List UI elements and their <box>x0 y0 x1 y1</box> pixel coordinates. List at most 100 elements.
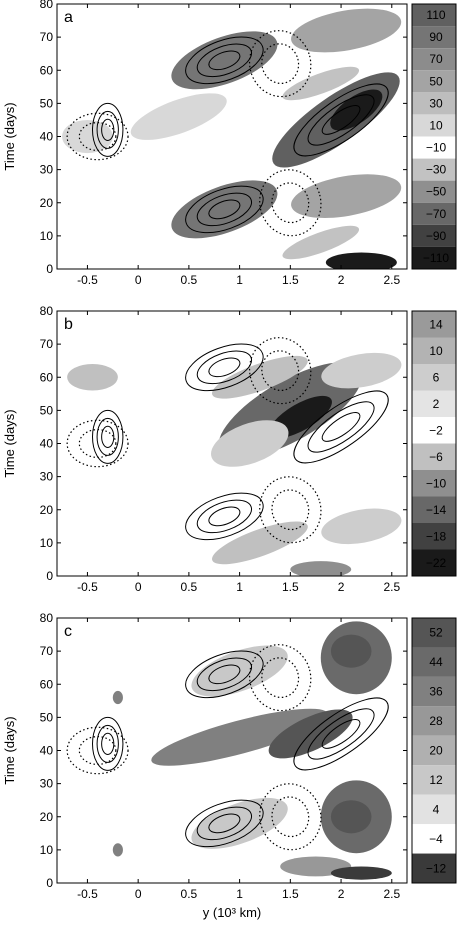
solid-contour-0-0 <box>185 343 264 392</box>
colorbar-swatch <box>412 246 456 269</box>
x-tick-label: 0 <box>135 273 142 287</box>
solid-contour-2-1 <box>307 94 375 146</box>
colorbar-swatch <box>412 364 456 391</box>
x-tick-label: 0 <box>135 580 142 594</box>
shaded-region-5 <box>330 89 383 131</box>
colorbar-frame <box>411 617 457 884</box>
shaded-region-3 <box>291 174 402 218</box>
colorbar-swatch <box>412 794 456 825</box>
solid-contour-2-0 <box>293 83 389 157</box>
plot-content <box>66 621 392 880</box>
solid-contour-0-0 <box>185 650 264 699</box>
shaded-region-9 <box>290 561 352 576</box>
colorbar-swatch <box>412 4 456 27</box>
solid-contour-2-1 <box>307 708 375 760</box>
colorbar-label: 10 <box>429 344 443 358</box>
solid-contour-2-0 <box>293 390 389 464</box>
x-tick-label: 0.5 <box>181 273 198 287</box>
colorbar-swatch <box>412 647 456 677</box>
shaded-region-10 <box>112 690 123 705</box>
dotted-contour-1-1 <box>261 657 300 698</box>
x-tick-label: 1.5 <box>282 887 299 901</box>
y-tick-label: 80 <box>40 0 54 11</box>
x-tick-label: -0.5 <box>77 580 98 594</box>
solid-contour-2-2 <box>321 719 361 749</box>
x-tick-label: 1.5 <box>282 273 299 287</box>
y-tick-label: 80 <box>40 611 54 625</box>
y-axis-label: Time (days) <box>2 409 17 477</box>
shaded-region-8 <box>282 225 360 260</box>
dotted-contour-2-1 <box>271 182 310 224</box>
shaded-region-7 <box>282 66 360 101</box>
dotted-contour-2-0 <box>259 783 322 851</box>
colorbar-label: −14 <box>426 503 447 517</box>
shaded-region-2 <box>291 8 402 53</box>
solid-contour-1-1 <box>196 806 253 841</box>
solid-contour-2-2 <box>321 412 361 442</box>
solid-contour-0-2 <box>208 357 241 378</box>
colorbar-label: 14 <box>429 317 443 331</box>
colorbar-label: 28 <box>429 714 443 728</box>
colorbar-swatch <box>412 390 456 417</box>
solid-contour-0-2 <box>208 664 241 685</box>
colorbar-swatch <box>412 48 456 71</box>
y-tick-label: 10 <box>40 843 54 857</box>
x-axis-label: y (10³ km) <box>203 905 262 920</box>
solid-contour-1-0 <box>185 799 264 848</box>
colorbar-swatch <box>412 26 456 49</box>
panel-label: c <box>64 623 72 640</box>
shaded-region-4 <box>112 450 225 517</box>
colorbar: 110 90 70 50 30 10 −10 −30 −50 −70 −90 −110 <box>411 3 457 270</box>
y-tick-label: 10 <box>40 229 54 243</box>
solid-contour-3-0 <box>92 716 124 771</box>
y-tick-label: 0 <box>46 569 53 583</box>
solid-contour-3-2 <box>101 118 115 141</box>
shaded-region-3 <box>212 521 308 565</box>
solid-contour-1-1 <box>196 499 253 534</box>
y-tick-label: 60 <box>40 63 54 77</box>
colorbar-frame <box>411 310 457 577</box>
shaded-region-2 <box>212 355 308 399</box>
y-tick-label: 20 <box>40 503 54 517</box>
dotted-contour-2-1 <box>271 489 310 531</box>
colorbar-swatch <box>412 158 456 181</box>
colorbar: 14 10 6 2 −2 −6 −10 −14 −18 −22 <box>411 310 457 577</box>
x-tick-label: 0 <box>135 887 142 901</box>
shaded-region-3 <box>330 800 372 834</box>
colorbar-label: 44 <box>429 655 443 669</box>
y-tick-label: 0 <box>46 262 53 276</box>
colorbar-swatch <box>412 765 456 795</box>
x-tick-label: 2 <box>338 580 345 594</box>
solid-contour-3-1 <box>96 110 119 149</box>
colorbar-label: −50 <box>426 185 447 199</box>
colorbar-swatch <box>412 311 456 338</box>
x-tick-label: 2.5 <box>383 273 400 287</box>
solid-contour-1-2 <box>208 506 241 527</box>
dotted-contour-2-0 <box>259 476 322 544</box>
y-tick-label: 30 <box>40 470 54 484</box>
shaded-region-6 <box>321 352 402 389</box>
shaded-region-7 <box>191 797 288 849</box>
colorbar-swatch <box>412 824 456 854</box>
y-axis-label: Time (days) <box>2 716 17 784</box>
colorbar-swatch <box>412 618 456 648</box>
dotted-contour-0-0 <box>66 726 129 775</box>
colorbar-swatch <box>412 136 456 159</box>
solid-contour-1-1 <box>196 192 253 227</box>
colorbar-label: −18 <box>426 529 447 543</box>
panel-b: -0.5 0 0.5 1 1.5 2 2.5 0 10 20 30 40 50 60 70 80 Time (d… <box>2 304 457 594</box>
x-tick-label: 2 <box>338 887 345 901</box>
colorbar-label: 20 <box>429 744 443 758</box>
panel-label: b <box>64 316 73 333</box>
colorbar-label: 36 <box>429 685 443 699</box>
colorbar: 52 44 36 28 20 12 4 −4 −12 <box>411 617 457 884</box>
shaded-region-8 <box>211 420 289 467</box>
solid-contour-3-2 <box>101 732 115 755</box>
x-tick-label: 1.5 <box>282 580 299 594</box>
shaded-region-9 <box>130 93 227 140</box>
dotted-contour-1-1 <box>261 43 300 84</box>
dotted-contour-1-1 <box>261 350 300 391</box>
x-tick-label: 2.5 <box>383 580 400 594</box>
solid-contour-0-2 <box>208 50 241 71</box>
